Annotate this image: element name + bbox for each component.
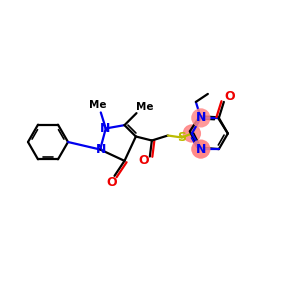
- Text: N: N: [100, 122, 110, 135]
- Text: Me: Me: [136, 102, 153, 112]
- Text: O: O: [224, 90, 235, 104]
- Text: Me: Me: [89, 100, 106, 110]
- Circle shape: [192, 141, 209, 158]
- Circle shape: [183, 125, 200, 142]
- Text: O: O: [106, 176, 117, 189]
- Text: N: N: [96, 143, 106, 156]
- Text: N: N: [196, 111, 206, 124]
- Text: N: N: [196, 142, 206, 156]
- Text: S: S: [177, 131, 186, 144]
- Text: O: O: [139, 154, 149, 167]
